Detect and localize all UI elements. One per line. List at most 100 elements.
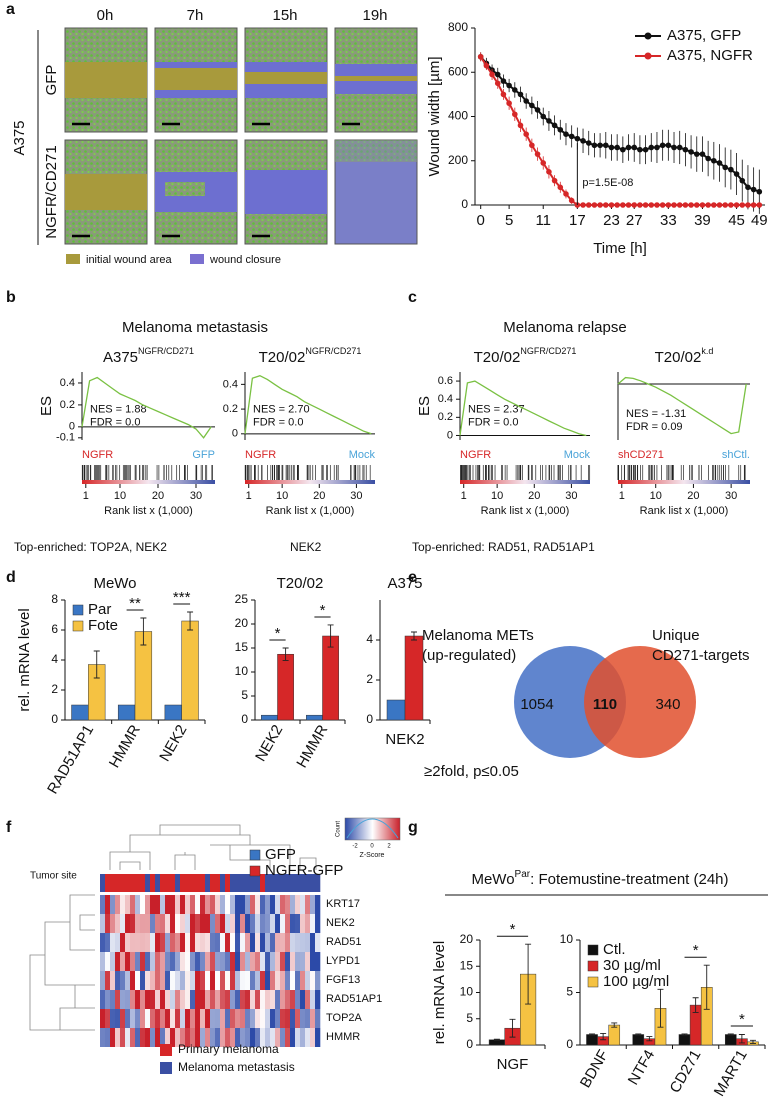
heatmap-cell: [115, 1028, 121, 1047]
bar: [608, 1024, 621, 1046]
heatmap-cell: [160, 1009, 166, 1028]
heatmap-cell: [130, 914, 136, 933]
heatmap-cell: [315, 952, 321, 971]
heatmap-cell: [245, 1028, 251, 1047]
fdr: FDR = 0.0: [253, 416, 303, 428]
key-tick: 2: [387, 844, 391, 850]
heatmap-cell: [195, 914, 201, 933]
panel-label: d: [6, 569, 16, 586]
heatmap-cell: [265, 971, 271, 990]
data-point: [733, 202, 740, 208]
key-tick: 0: [370, 844, 374, 850]
y-tick-label: 0.2: [60, 399, 75, 411]
heatmap-cell: [270, 971, 276, 990]
data-point: [642, 202, 649, 208]
bar: [404, 635, 424, 721]
legend-label: Ctl.: [603, 941, 626, 958]
heatmap-cell: [195, 952, 201, 971]
heatmap-cell: [280, 895, 286, 914]
heatmap-cell: [105, 914, 111, 933]
heatmap-cell: [200, 1028, 206, 1047]
legend-label: Primary melanoma: [178, 1042, 279, 1056]
y-tick-label: 600: [448, 64, 468, 78]
error-bar: [509, 1018, 516, 1038]
heatmap-cell: [180, 952, 186, 971]
y-tick-label: 5: [241, 688, 248, 702]
heatmap-cell: [130, 933, 136, 952]
heatmap-cell: [155, 990, 161, 1009]
heatmap-cell: [185, 971, 191, 990]
heatmap-cell: [245, 952, 251, 971]
data-point: [494, 80, 501, 87]
heatmap-cell: [120, 1009, 126, 1028]
heatmap-cell: [155, 1009, 161, 1028]
bar: [71, 704, 89, 721]
heatmap-cell: [275, 971, 281, 990]
data-point: [671, 202, 677, 208]
data-point: [659, 142, 666, 149]
data-point: [722, 164, 728, 171]
heatmap-cell: [280, 1009, 286, 1028]
data-point: [608, 202, 615, 208]
heatmap-cell: [190, 1028, 196, 1047]
phenotype-label: Mock: [349, 449, 376, 461]
error-bar: [635, 1033, 642, 1036]
tumor-site-cell: [285, 874, 291, 892]
y-tick-label: 0: [466, 1037, 473, 1051]
panel-title: Melanoma metastasis: [122, 319, 268, 336]
rank-gradient: [460, 480, 590, 484]
y-tick-label: 2: [51, 682, 58, 696]
heatmap-cell: [270, 952, 276, 971]
x-tick-label: 1: [619, 490, 625, 502]
heatmap-cell: [235, 1028, 241, 1047]
y-tick-label: 4: [366, 632, 373, 646]
data-point: [614, 202, 620, 208]
heatmap-cell: [145, 990, 151, 1009]
heatmap-cell: [200, 1009, 206, 1028]
venn-set-label: (up-regulated): [422, 647, 516, 664]
bar: [277, 653, 294, 721]
heatmap: Tumor site Count -2 0 2 Z-Score: [29, 817, 401, 1047]
significance-label: *: [320, 602, 326, 619]
heatmap-cell: [195, 895, 201, 914]
x-tick-label: 39: [694, 212, 711, 229]
heatmap-cell: [270, 1009, 276, 1028]
data-point: [568, 133, 575, 140]
data-point: [733, 171, 740, 177]
error-bar: [738, 1034, 745, 1044]
error-bar: [327, 624, 334, 648]
heatmap-cell: [220, 1009, 226, 1028]
heatmap-cell: [215, 971, 221, 990]
x-tick-label: 30: [190, 490, 202, 502]
legend-label: A375, NGFR: [667, 47, 753, 64]
heatmap-cell: [110, 990, 116, 1009]
heatmap-cell: [145, 914, 151, 933]
x-tick-label: HMMR: [293, 722, 331, 771]
heatmap-cell: [120, 895, 126, 914]
data-point: [546, 169, 552, 175]
heatmap-cell: [275, 914, 281, 933]
heatmap-cell: [130, 1009, 136, 1028]
data-point: [716, 160, 723, 166]
data-point: [728, 166, 734, 173]
data-point: [665, 142, 672, 149]
heatmap-cell: [300, 952, 306, 971]
x-axis-label: Time [h]: [593, 240, 647, 257]
heatmap-cell: [250, 1028, 256, 1047]
heatmap-cell: [300, 895, 306, 914]
heatmap-cell: [305, 1028, 311, 1047]
wound-area: [155, 68, 237, 90]
heatmap-cell: [210, 990, 216, 1009]
heatmap-cell: [130, 1028, 136, 1047]
error-bar: [600, 1033, 607, 1041]
data-point: [494, 71, 501, 78]
tumor-site-cell: [155, 874, 161, 892]
tumor-site-cell: [275, 874, 281, 892]
significance-label: *: [510, 921, 516, 938]
y-tick-label: 5: [566, 985, 573, 999]
tumor-site-cell: [260, 874, 266, 892]
heatmap-cell: [265, 990, 271, 1009]
data-point: [620, 146, 626, 153]
heatmap-cell: [210, 1009, 216, 1028]
wound-area: [245, 72, 327, 84]
